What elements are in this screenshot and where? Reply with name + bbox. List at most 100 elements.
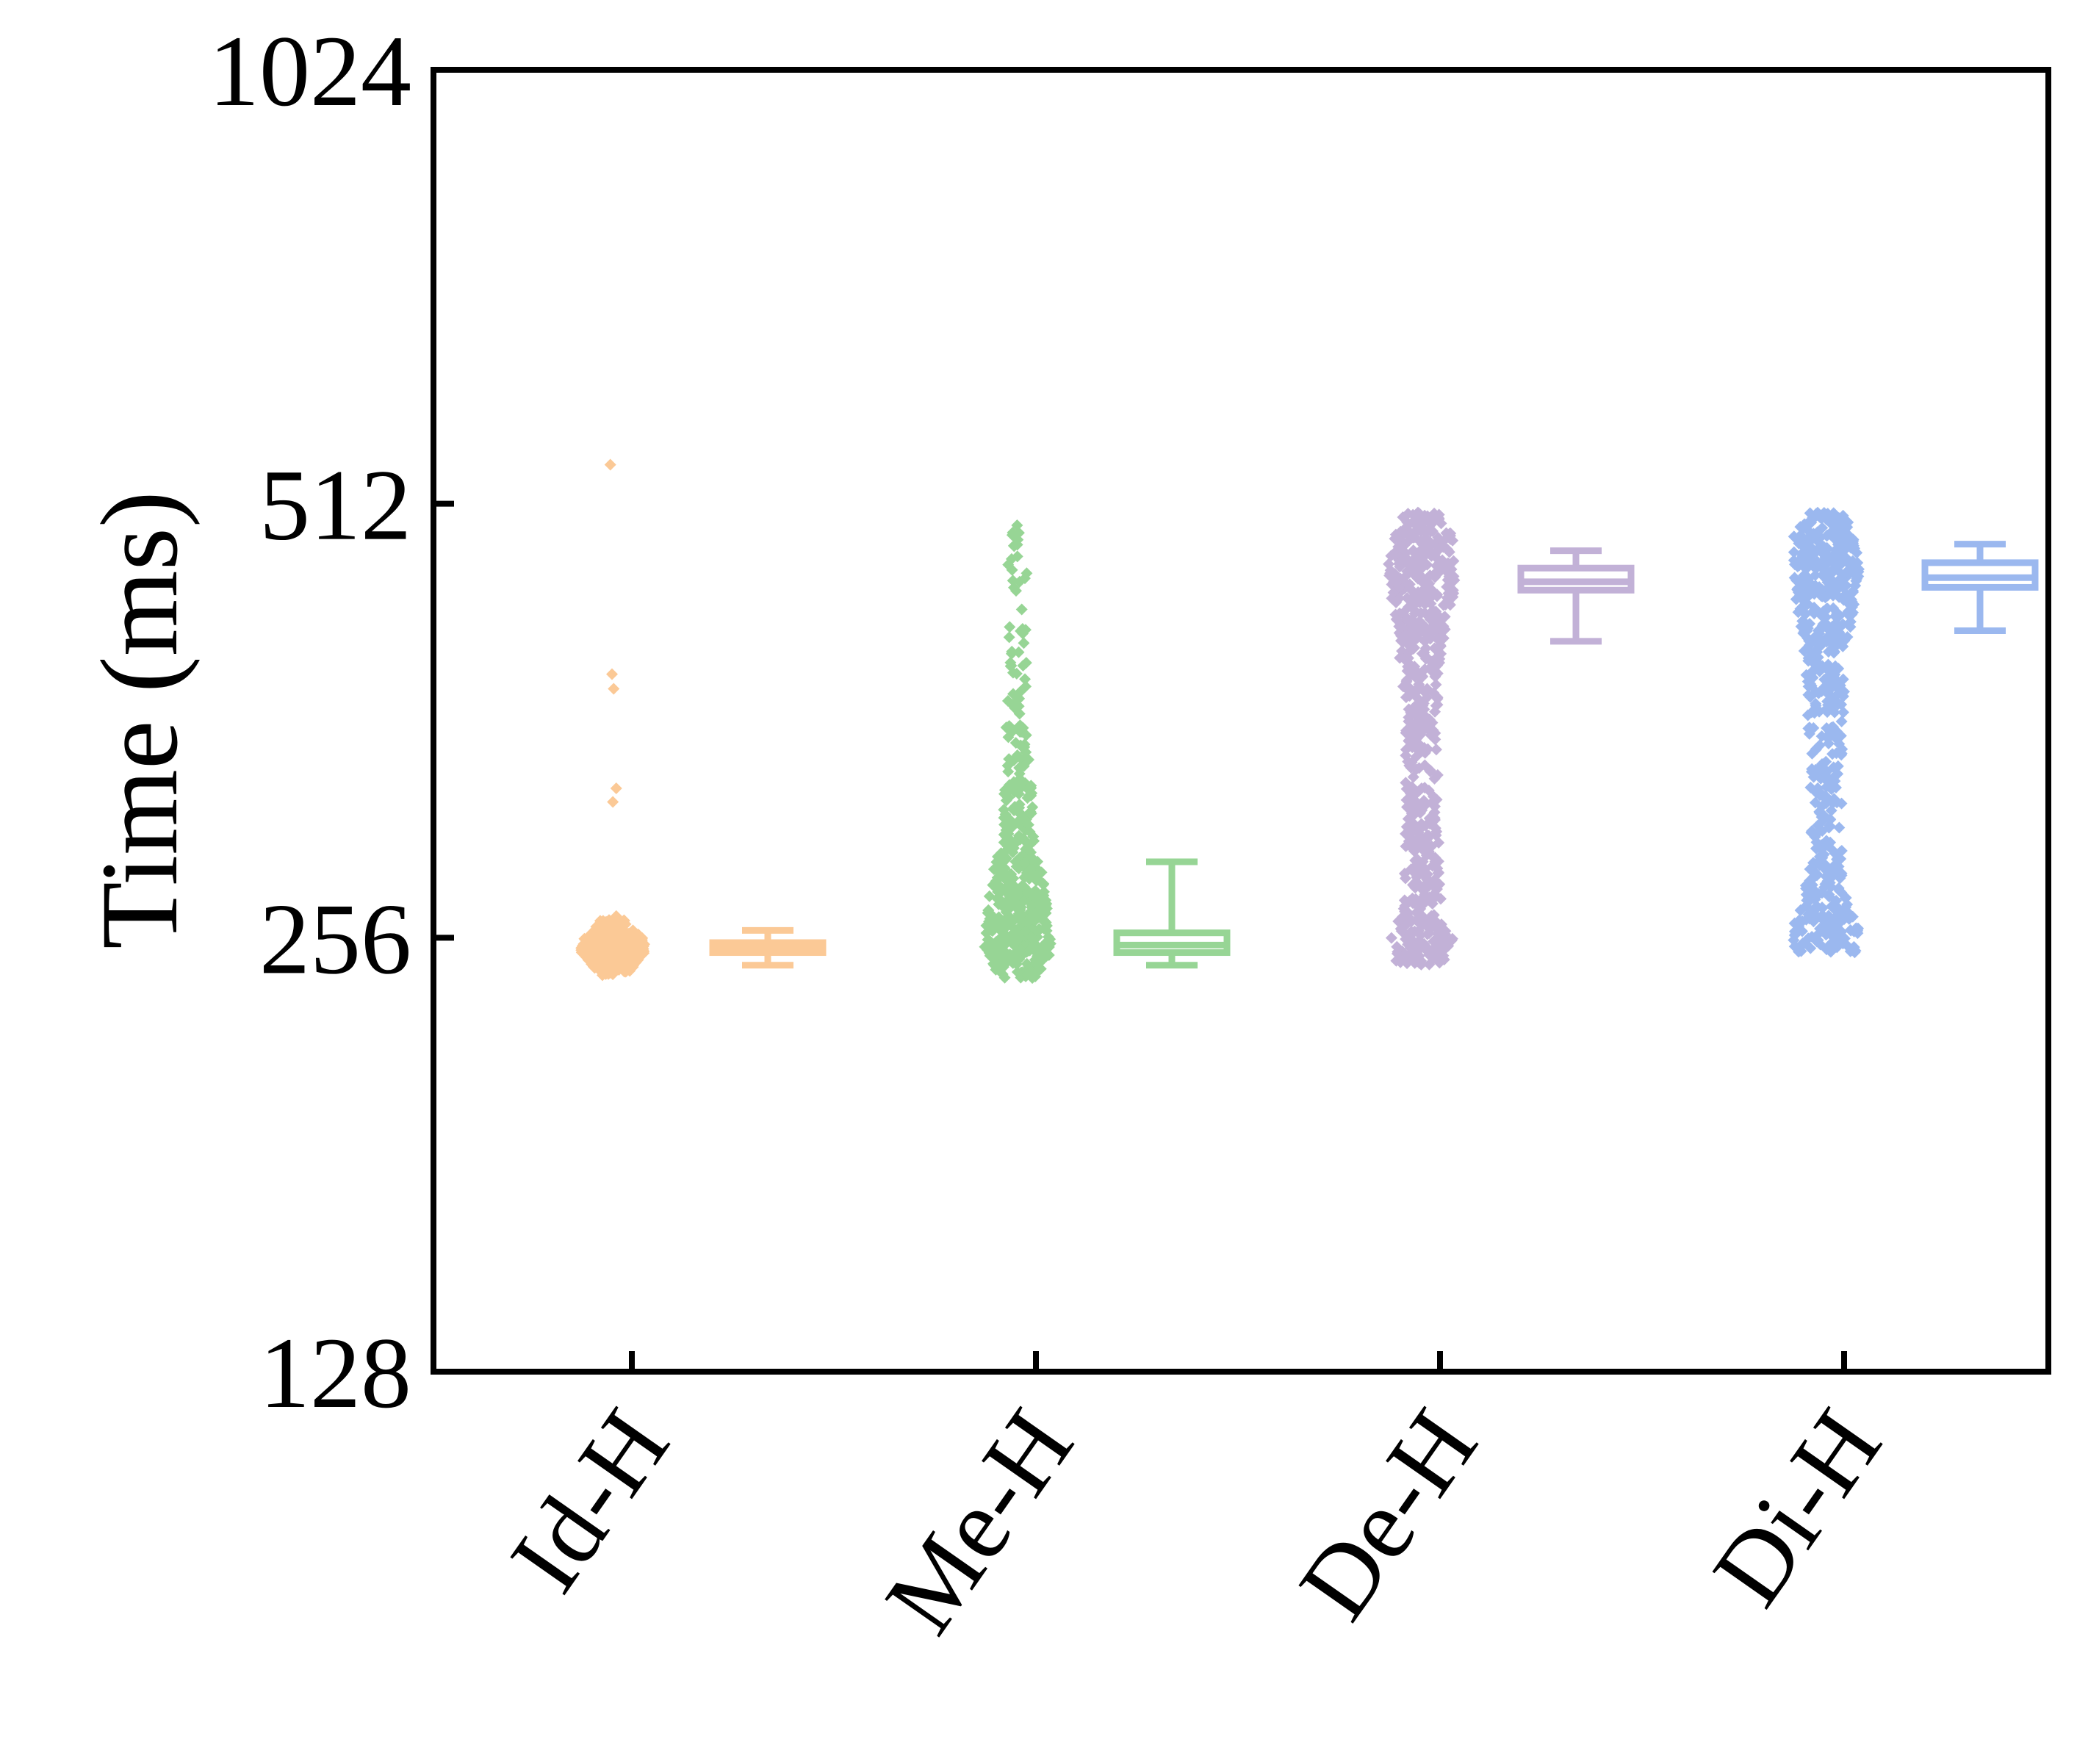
data-point (1790, 575, 1803, 587)
data-point (1009, 585, 1022, 597)
data-point (1390, 577, 1403, 589)
data-point (1793, 914, 1805, 926)
data-point (1440, 527, 1453, 539)
data-point (1003, 631, 1015, 644)
data-point (1005, 659, 1018, 672)
data-point (1807, 915, 1820, 928)
data-point (998, 846, 1011, 859)
data-point (1012, 816, 1024, 828)
data-point (1020, 567, 1033, 580)
data-point (1424, 764, 1436, 777)
data-point (1819, 591, 1832, 604)
data-point (1023, 843, 1035, 856)
data-point (1837, 509, 1849, 522)
data-point (607, 796, 619, 808)
data-point (1832, 883, 1845, 896)
data-point (1009, 946, 1021, 959)
data-point (1017, 660, 1029, 672)
data-point (1000, 794, 1012, 807)
data-point (993, 884, 1005, 896)
data-point (1807, 904, 1820, 917)
data-point (637, 943, 649, 955)
data-point (998, 971, 1011, 984)
data-point (1413, 912, 1425, 924)
data-point (1425, 729, 1437, 741)
data-point (1829, 660, 1842, 672)
x-tick-label-me-h: Me-H (863, 1389, 1094, 1652)
data-point (1428, 909, 1440, 921)
data-point (1803, 639, 1815, 652)
data-point (1025, 931, 1037, 943)
data-point (1840, 566, 1853, 578)
data-point (1395, 541, 1408, 554)
data-point (1798, 605, 1810, 618)
data-point (1444, 599, 1456, 611)
y-axis-title: Time (ms) (79, 491, 201, 949)
data-point (1032, 958, 1045, 971)
data-point (1808, 601, 1821, 613)
data-point (1820, 755, 1832, 768)
data-point (998, 784, 1011, 796)
data-point (1014, 761, 1026, 774)
data-point (1805, 827, 1818, 839)
data-point (1001, 904, 1014, 916)
data-point (1842, 606, 1854, 619)
data-point (601, 943, 613, 955)
data-point (621, 946, 633, 958)
data-point (1824, 946, 1837, 958)
data-point (1821, 602, 1833, 615)
y-tick-label: 1024 (209, 15, 411, 127)
data-point (1411, 632, 1424, 644)
data-point (1803, 539, 1815, 552)
data-point (1421, 829, 1433, 842)
x-axis: Id-H Me-H De-H Di-H (489, 1351, 1903, 1652)
data-point (1025, 780, 1037, 792)
data-point (1837, 630, 1849, 643)
data-point (1027, 830, 1040, 843)
data-point (605, 954, 618, 966)
data-point (1836, 557, 1849, 569)
data-point (1414, 724, 1427, 736)
data-point (1840, 901, 1852, 914)
data-point (1397, 526, 1409, 539)
data-point (1405, 761, 1417, 774)
data-point (1806, 666, 1818, 679)
data-point (1419, 685, 1431, 698)
data-point (1837, 673, 1849, 685)
data-point (1400, 727, 1412, 739)
data-point (613, 932, 625, 944)
data-point (1432, 513, 1444, 525)
data-point (1811, 646, 1824, 658)
data-point (1002, 558, 1015, 571)
data-point (1836, 518, 1849, 530)
data-point (990, 939, 1002, 951)
data-point (1031, 871, 1043, 884)
data-point (1824, 819, 1836, 832)
data-point (1432, 867, 1444, 879)
data-point (1408, 641, 1421, 654)
box-me-h (1113, 858, 1231, 969)
data-point (1008, 786, 1020, 799)
data-point (1415, 957, 1428, 970)
plot-frame (431, 67, 2051, 1375)
data-point (1413, 902, 1425, 915)
data-point (1417, 584, 1430, 597)
data-point (1796, 925, 1808, 937)
data-point (1797, 555, 1810, 567)
y-tick-label: 128 (259, 1317, 411, 1429)
data-point (999, 854, 1012, 866)
data-point (1000, 831, 1012, 843)
data-point (1397, 680, 1409, 693)
data-point (1801, 894, 1813, 907)
data-point (1402, 813, 1414, 825)
data-point (1428, 791, 1440, 803)
data-point (1018, 637, 1030, 649)
data-point (1443, 578, 1455, 591)
data-point (1396, 911, 1408, 924)
data-point (1839, 892, 1851, 904)
data-point (1385, 550, 1397, 562)
data-point (1825, 721, 1837, 734)
data-point (1831, 796, 1843, 809)
data-point (1805, 706, 1818, 719)
data-point (1400, 777, 1412, 789)
